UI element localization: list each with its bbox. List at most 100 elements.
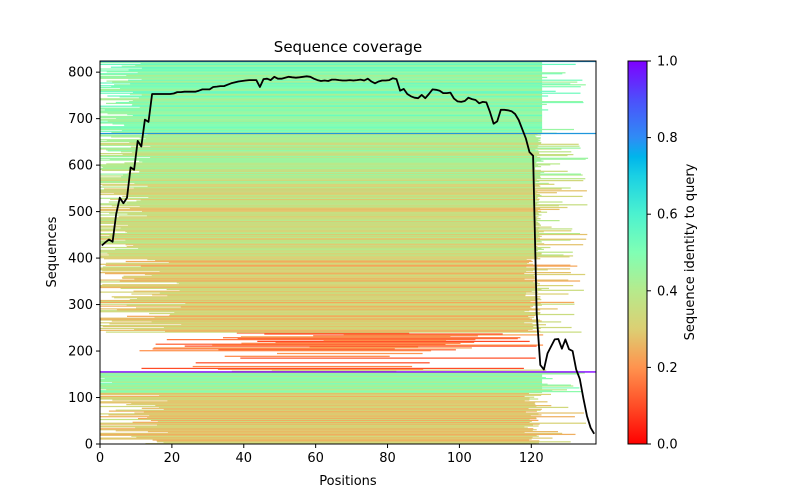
sequence-row: [135, 64, 543, 66]
sequence-row: [100, 116, 543, 119]
sequence-row: [102, 266, 527, 268]
sequence-row: [240, 336, 451, 338]
sequence-row: [100, 305, 534, 307]
sequence-row: [139, 350, 432, 352]
sequence-row: [100, 396, 535, 398]
sequence-row: [100, 61, 543, 64]
sequence-row: [100, 89, 543, 92]
sequence-row: [126, 246, 538, 248]
sequence-row: [108, 414, 542, 416]
sequence-row: [100, 193, 540, 196]
sequence-row: [100, 375, 543, 377]
sequence-row: [120, 227, 540, 229]
sequence-row: [111, 205, 559, 207]
sequence-row: [147, 185, 541, 187]
sequence-row: [180, 306, 531, 308]
sequence-row: [100, 393, 551, 396]
sequence-row: [114, 297, 536, 299]
sequence-row: [100, 272, 571, 274]
sequence-row: [100, 148, 562, 150]
sequence-row: [100, 233, 580, 235]
colorbar-tick-label: 0.4: [657, 284, 678, 299]
sequence-row: [134, 182, 549, 185]
sequence-row: [115, 430, 533, 432]
sequence-row: [133, 290, 532, 292]
sequence-row: [100, 397, 530, 399]
sequence-row: [100, 376, 543, 378]
sequence-row: [100, 263, 534, 265]
sequence-row: [125, 244, 584, 246]
sequence-row: [129, 299, 542, 301]
sequence-row: [139, 137, 541, 139]
sequence-row: [127, 172, 541, 174]
sequence-row: [100, 285, 574, 287]
sequence-row: [112, 123, 543, 125]
sequence-row: [100, 235, 542, 238]
sequence-row: [100, 299, 537, 302]
sequence-row: [136, 307, 532, 309]
sequence-row: [100, 422, 586, 424]
sequence-row: [100, 225, 536, 227]
sequence-row: [100, 377, 546, 379]
sequence-row: [141, 407, 529, 409]
sequence-row: [109, 323, 533, 325]
sequence-row: [135, 427, 528, 429]
sequence-row: [140, 199, 539, 201]
sequence-row: [108, 254, 564, 256]
sequence-row: [100, 250, 535, 252]
y-tick-label: 700: [68, 112, 93, 127]
sequence-row: [112, 399, 530, 401]
sequence-row: [139, 160, 544, 162]
sequence-row: [100, 105, 543, 107]
sequence-row: [132, 114, 543, 117]
sequence-row: [231, 370, 397, 372]
sequence-row: [148, 196, 538, 198]
sequence-row: [121, 276, 535, 278]
sequence-row: [118, 216, 539, 218]
sequence-row: [106, 140, 541, 142]
sequence-row: [100, 157, 589, 159]
sequence-row: [100, 383, 548, 385]
sequence-row: [109, 158, 586, 160]
sequence-row: [100, 405, 537, 408]
sequence-row: [125, 239, 571, 241]
sequence-row: [102, 284, 538, 286]
sequence-row: [184, 345, 537, 347]
sequence-row: [152, 294, 526, 296]
sequence-row: [132, 91, 542, 93]
sequence-row: [140, 265, 578, 267]
y-axis-label: Sequences: [45, 216, 60, 287]
sequence-row: [105, 264, 571, 266]
sequence-row: [100, 428, 534, 430]
sequence-row: [106, 102, 543, 105]
sequence-row: [100, 385, 574, 387]
sequence-row: [152, 348, 395, 350]
sequence-row: [111, 136, 537, 138]
sequence-row: [100, 237, 540, 239]
y-tick-label: 100: [68, 391, 93, 406]
x-tick-label: 120: [519, 451, 544, 466]
sequence-row: [275, 341, 475, 343]
sequence-row: [100, 209, 538, 211]
sequence-row: [115, 101, 584, 104]
sequence-row: [313, 335, 478, 337]
sequence-row: [241, 342, 461, 344]
sequence-row: [100, 222, 540, 225]
y-axis: 0 100 200 300 400 500 600 700 800: [68, 66, 100, 453]
sequence-row: [131, 104, 543, 106]
sequence-row: [100, 308, 558, 310]
sequence-row: [309, 346, 419, 348]
sequence-row: [100, 249, 538, 251]
sequence-row: [131, 293, 569, 295]
sequence-row: [100, 204, 588, 206]
sequence-row: [104, 258, 541, 260]
sequence-row: [121, 129, 543, 132]
sequence-row: [106, 389, 567, 391]
sequence-row: [100, 178, 586, 180]
sequence-row: [128, 101, 583, 103]
sequence-row: [100, 180, 540, 183]
sequence-row: [154, 316, 535, 318]
sequence-row: [236, 332, 410, 334]
sequence-row: [100, 391, 582, 393]
